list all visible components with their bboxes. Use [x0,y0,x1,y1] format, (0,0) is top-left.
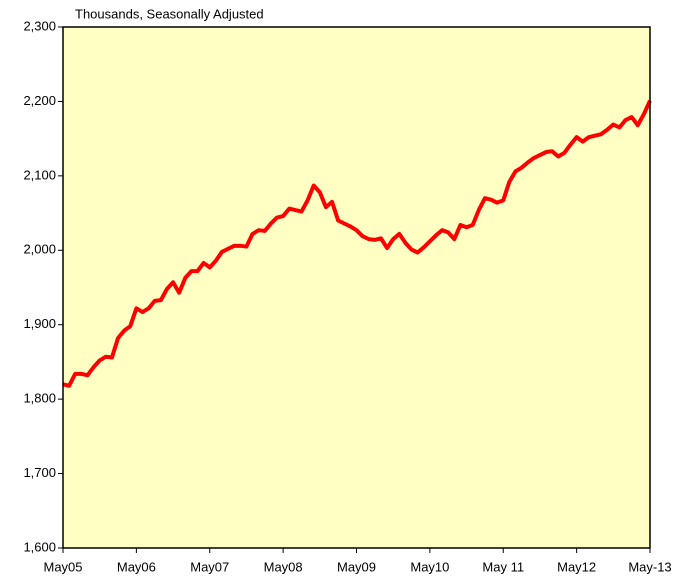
y-tick-label: 1,800 [23,391,56,406]
y-tick-label: 1,700 [23,465,56,480]
y-tick-label: 1,900 [23,316,56,331]
y-tick-label: 2,100 [23,167,56,182]
y-tick-label: 2,000 [23,242,56,257]
line [62,99,652,388]
plot-area [63,27,650,548]
chart-title: Thousands, Seasonally Adjusted [75,6,264,21]
x-tick-label: May10 [410,559,449,574]
x-tick-label: May06 [117,559,156,574]
x-tick-label: May05 [43,559,82,574]
x-tick-label: May07 [190,559,229,574]
x-tick-label: May 11 [482,559,524,574]
y-tick-label: 2,200 [23,93,56,108]
x-tick-label: May09 [337,559,376,574]
plot-border [62,26,651,549]
x-tick-label: May-13 [628,559,671,574]
y-tick-label: 1,600 [23,539,56,554]
y-tick-label: 2,300 [23,18,56,33]
x-tick-label: May12 [557,559,596,574]
x-tick-label: May08 [264,559,303,574]
